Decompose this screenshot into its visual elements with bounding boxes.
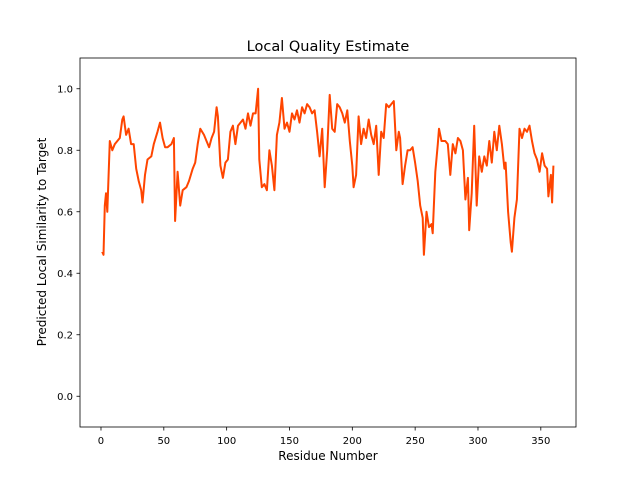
plot-area: 0 50 100 150 200 250 300 350 0.0 0.2 0.4 0.6 0.8 1.0 xyxy=(57,57,577,447)
y-tick-label: 0.0 xyxy=(57,392,73,403)
axes-frame xyxy=(79,57,577,428)
x-tick-label: 350 xyxy=(531,436,550,447)
series-line xyxy=(101,87,555,256)
y-tick-label: 0.6 xyxy=(57,207,73,218)
x-tick-label: 250 xyxy=(406,436,425,447)
x-tick-label: 300 xyxy=(468,436,487,447)
y-tick-label: 0.2 xyxy=(57,330,73,341)
y-axis-label: Predicted Local Similarity to Target xyxy=(35,137,49,346)
chart-title: Local Quality Estimate xyxy=(247,39,410,55)
y-tick-label: 0.8 xyxy=(57,146,73,157)
x-tick-label: 100 xyxy=(217,436,236,447)
x-tick-label: 0 xyxy=(98,436,104,447)
y-tick-label: 0.4 xyxy=(57,269,73,280)
y-tick-label: 1.0 xyxy=(57,84,73,95)
x-tick-label: 200 xyxy=(343,436,362,447)
x-axis-label: Residue Number xyxy=(278,449,377,463)
x-tick-label: 50 xyxy=(157,436,170,447)
x-tick-label: 150 xyxy=(280,436,299,447)
